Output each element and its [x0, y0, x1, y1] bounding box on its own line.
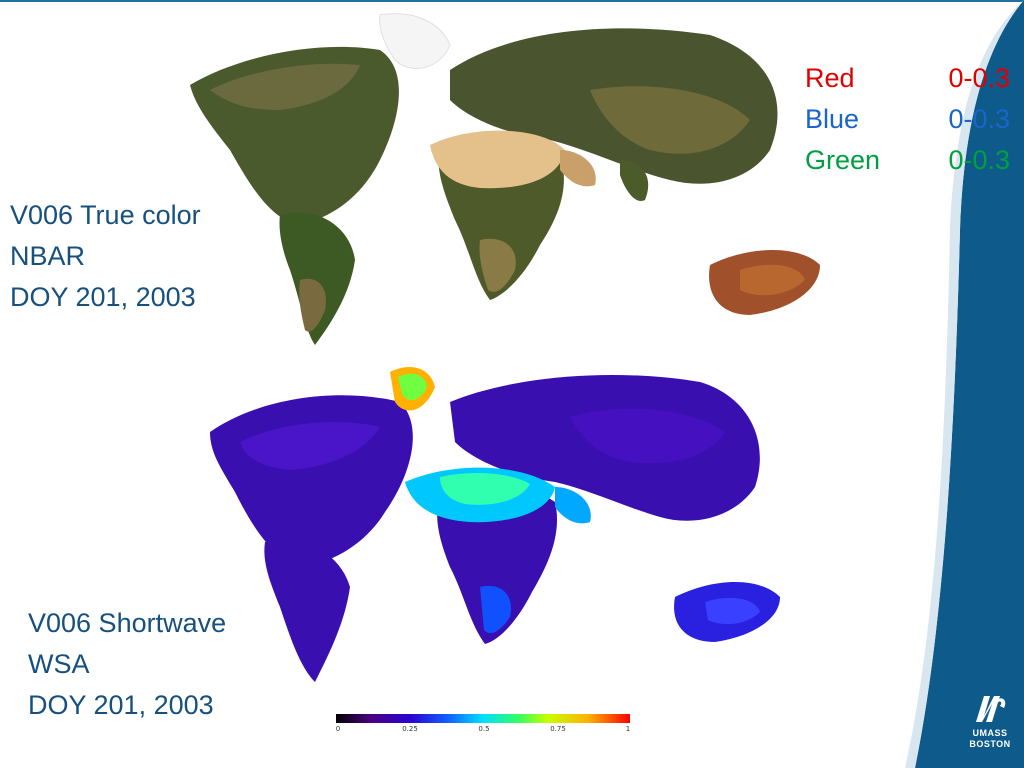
umass-logo-icon	[976, 696, 1006, 722]
legend-row-red: Red 0-0.3	[805, 58, 1010, 99]
caption-line-type: NBAR	[10, 241, 86, 271]
legend-range: 0-0.3	[948, 63, 1010, 93]
caption-line-product: V006 True color	[10, 200, 201, 230]
colorbar-gradient	[336, 714, 630, 723]
africa	[437, 486, 558, 644]
north-america	[210, 395, 413, 567]
colorbar-tick: 0.75	[550, 725, 566, 733]
sahara	[430, 130, 565, 189]
colorbar-tick: 1	[625, 725, 631, 733]
top-border-line	[0, 0, 1024, 2]
caption-line-type: WSA	[28, 649, 90, 679]
colorbar-tick: 0.25	[402, 725, 418, 733]
logo-line-1: UMASS	[972, 728, 1008, 738]
legend-range: 0-0.3	[948, 104, 1010, 134]
top-map-caption: V006 True color NBAR DOY 201, 2003	[10, 195, 201, 318]
legend-row-green: Green 0-0.3	[805, 140, 1010, 181]
legend-range: 0-0.3	[948, 145, 1010, 175]
greenland	[379, 13, 451, 69]
caption-line-date: DOY 201, 2003	[28, 690, 214, 720]
bottom-map-caption: V006 Shortwave WSA DOY 201, 2003	[28, 603, 226, 726]
colorbar-tick: 0	[335, 725, 341, 733]
caption-line-product: V006 Shortwave	[28, 608, 227, 638]
umass-boston-logo: UMASS BOSTON	[961, 690, 1019, 760]
caption-line-date: DOY 201, 2003	[10, 282, 196, 312]
colorbar-tick: 0.5	[478, 725, 490, 733]
legend-label: Blue	[805, 104, 860, 134]
albedo-colorbar: 0 0.25 0.5 0.75 1	[336, 714, 630, 740]
legend-label: Red	[805, 63, 855, 93]
rgb-stretch-legend: Red 0-0.3 Blue 0-0.3 Green 0-0.3	[805, 58, 1010, 181]
south-america	[279, 212, 355, 345]
logo-line-2: BOSTON	[969, 739, 1011, 749]
south-america	[264, 539, 350, 682]
legend-row-blue: Blue 0-0.3	[805, 99, 1010, 140]
shortwave-wsa-map	[150, 362, 920, 692]
legend-label: Green	[805, 145, 881, 175]
true-color-nbar-map	[150, 10, 920, 355]
